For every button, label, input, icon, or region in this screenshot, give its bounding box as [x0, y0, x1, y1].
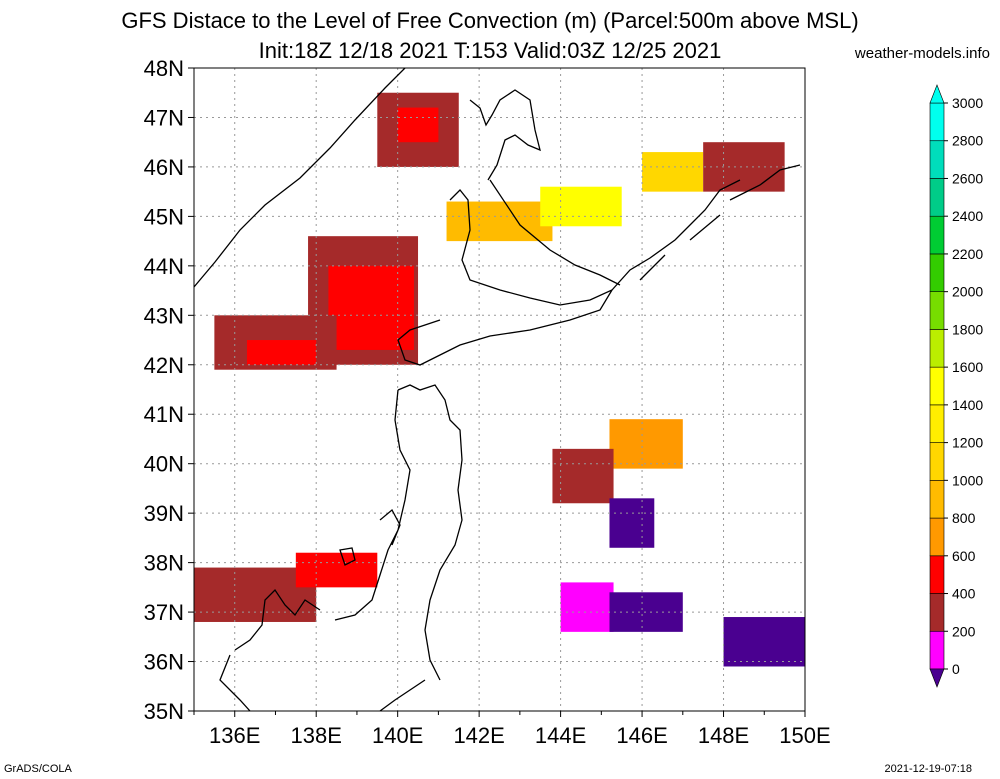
colorbar: 0 200 400 600 800 1000 1200 1400 1600 1800 2000 220… [929, 84, 983, 688]
chart-subtitle: Init:18Z 12/18 2021 T:153 Valid:03Z 12/2… [258, 38, 722, 63]
coast-honshu-south [219, 654, 426, 711]
field-region-3 [328, 265, 414, 350]
coast-asia-mainland [194, 68, 406, 288]
colorbar-label: 3000 [952, 95, 983, 111]
field-region-8 [642, 152, 704, 192]
lat-label: 38N [144, 551, 184, 576]
colorbar-label: 2800 [952, 133, 983, 149]
colorbar-label: 2600 [952, 170, 983, 186]
colorbar-segment [929, 291, 945, 330]
colorbar-segment [929, 517, 945, 557]
lat-label: 36N [144, 650, 184, 675]
coast-sado [339, 547, 356, 566]
colorbar-label: 2200 [952, 246, 983, 262]
field-region-7 [540, 186, 622, 227]
colorbar-label: 0 [952, 661, 960, 677]
colorbar-segment [929, 593, 945, 632]
colorbar-segment [929, 140, 945, 179]
colorbar-label: 1600 [952, 359, 983, 375]
latitude-labels: 35N 36N 37N 38N 39N 40N 41N 42N 43N 44N 45N 46N 47N 4… [144, 56, 194, 724]
coast-noto [234, 588, 321, 651]
field-layer [194, 92, 805, 667]
field-region-14 [560, 582, 614, 632]
colorbar-segment [929, 555, 945, 594]
coastlines [194, 68, 801, 711]
lat-label: 45N [144, 204, 184, 229]
lat-label: 42N [144, 353, 184, 378]
colorbar-label: 400 [952, 586, 976, 602]
lon-label: 136E [209, 723, 260, 748]
lat-label: 37N [144, 600, 184, 625]
colorbar-label: 800 [952, 510, 976, 526]
colorbar-segment [929, 480, 945, 519]
lat-label: 35N [144, 699, 184, 724]
colorbar-label: 200 [952, 623, 976, 639]
lat-label: 48N [144, 56, 184, 81]
colorbar-label: 1800 [952, 321, 983, 337]
colorbar-label: 1400 [952, 397, 983, 413]
coast-kuril [639, 164, 801, 281]
colorbar-top-arrow [929, 84, 945, 104]
colorbar-segment [929, 404, 945, 443]
longitude-labels: 136E 138E 140E 142E 144E 146E 148E 150E [193, 711, 831, 748]
lat-label: 43N [144, 303, 184, 328]
field-region-6 [446, 201, 553, 242]
field-region-13 [295, 552, 378, 588]
field-region-1 [397, 107, 439, 143]
field-region-5 [246, 340, 317, 365]
colorbar-bottom-arrow [929, 668, 945, 688]
field-region-9 [609, 419, 683, 469]
lat-label: 39N [144, 501, 184, 526]
grid-lines [194, 68, 805, 711]
coast-honshu-north [334, 384, 463, 681]
lat-label: 44N [144, 254, 184, 279]
colorbar-label: 600 [952, 548, 976, 564]
lat-label: 46N [144, 155, 184, 180]
lat-label: 47N [144, 105, 184, 130]
colorbar-label: 1000 [952, 472, 983, 488]
colorbar-segment [929, 329, 945, 368]
colorbar-segment [929, 630, 945, 670]
colorbar-segment [929, 442, 945, 481]
lat-label: 40N [144, 452, 184, 477]
field-region-17 [703, 142, 785, 192]
colorbar-segment [929, 102, 945, 142]
footer-timestamp: 2021-12-19-07:18 [884, 763, 972, 775]
lon-label: 150E [779, 723, 830, 748]
site-label: weather-models.info [854, 45, 990, 62]
lon-label: 148E [698, 723, 749, 748]
colorbar-segment [929, 366, 945, 406]
field-region-16 [723, 617, 805, 667]
lon-label: 142E [453, 723, 504, 748]
footer-software: GrADS/COLA [4, 763, 72, 775]
colorbar-label: 2400 [952, 208, 983, 224]
lon-label: 144E [535, 723, 586, 748]
lon-label: 146E [616, 723, 667, 748]
colorbar-label: 1200 [952, 435, 983, 451]
lon-label: 140E [372, 723, 423, 748]
field-region-10 [552, 448, 614, 504]
colorbar-segment [929, 253, 945, 292]
lat-label: 41N [144, 402, 184, 427]
chart-title: GFS Distace to the Level of Free Convect… [121, 8, 859, 33]
coast-sakhalin [469, 89, 541, 181]
colorbar-segment [929, 178, 945, 217]
field-region-11 [609, 498, 655, 548]
colorbar-segment [929, 215, 945, 255]
lon-label: 138E [291, 723, 342, 748]
colorbar-label: 2000 [952, 284, 983, 300]
coast-hokkaido [397, 179, 741, 366]
plot-frame [193, 67, 806, 712]
